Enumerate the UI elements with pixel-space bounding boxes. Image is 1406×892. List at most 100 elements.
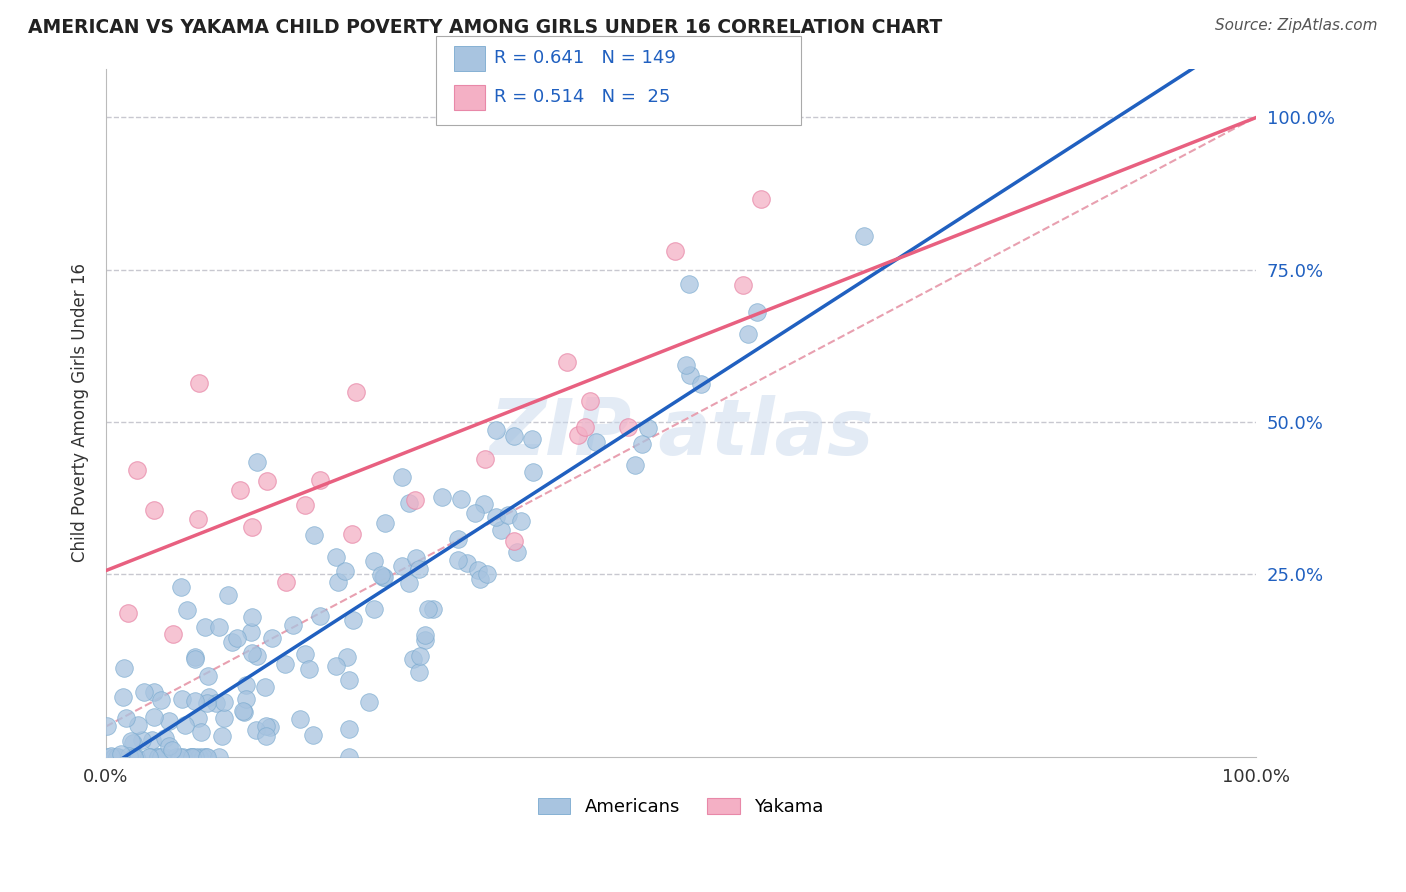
Point bbox=[146, 750, 169, 764]
Point bbox=[143, 710, 166, 724]
Point bbox=[187, 711, 209, 725]
Point bbox=[142, 684, 165, 698]
Point bbox=[184, 750, 207, 764]
Point bbox=[408, 562, 430, 576]
Point bbox=[170, 580, 193, 594]
Point bbox=[363, 602, 385, 616]
Point bbox=[852, 229, 875, 244]
Point bbox=[472, 497, 495, 511]
Point bbox=[180, 750, 202, 764]
Point bbox=[301, 728, 323, 742]
Point bbox=[173, 718, 195, 732]
Point bbox=[391, 469, 413, 483]
Text: AMERICAN VS YAKAMA CHILD POVERTY AMONG GIRLS UNDER 16 CORRELATION CHART: AMERICAN VS YAKAMA CHILD POVERTY AMONG G… bbox=[28, 18, 942, 37]
Point bbox=[477, 567, 499, 582]
Point bbox=[333, 564, 356, 578]
Point bbox=[294, 647, 316, 661]
Point bbox=[405, 551, 427, 566]
Point bbox=[413, 632, 436, 647]
Point bbox=[253, 680, 276, 694]
Point bbox=[678, 277, 700, 291]
Point bbox=[148, 750, 170, 764]
Point bbox=[232, 704, 254, 718]
Legend: Americans, Yakama: Americans, Yakama bbox=[530, 791, 831, 823]
Point bbox=[122, 735, 145, 749]
Point bbox=[664, 244, 686, 259]
Point bbox=[187, 512, 209, 526]
Point bbox=[363, 554, 385, 568]
Point bbox=[198, 690, 221, 704]
Point bbox=[110, 747, 132, 761]
Point bbox=[623, 458, 645, 472]
Point bbox=[118, 749, 141, 764]
Point bbox=[103, 750, 125, 764]
Point bbox=[125, 750, 148, 764]
Point bbox=[294, 498, 316, 512]
Point bbox=[416, 601, 439, 615]
Point bbox=[169, 750, 191, 764]
Text: R = 0.514   N =  25: R = 0.514 N = 25 bbox=[494, 88, 669, 106]
Point bbox=[274, 575, 297, 590]
Point bbox=[240, 646, 263, 660]
Text: R = 0.641   N = 149: R = 0.641 N = 149 bbox=[494, 49, 675, 67]
Point bbox=[204, 696, 226, 710]
Point bbox=[179, 750, 201, 764]
Point bbox=[218, 589, 240, 603]
Point bbox=[631, 437, 654, 451]
Point bbox=[122, 750, 145, 764]
Point bbox=[190, 725, 212, 739]
Point bbox=[254, 730, 277, 744]
Point bbox=[111, 690, 134, 704]
Point bbox=[398, 496, 420, 510]
Point bbox=[342, 613, 364, 627]
Point bbox=[308, 609, 330, 624]
Point bbox=[731, 277, 754, 292]
Point bbox=[371, 570, 394, 584]
Point bbox=[373, 570, 395, 584]
Point bbox=[432, 490, 454, 504]
Point bbox=[159, 739, 181, 753]
Point bbox=[240, 624, 263, 639]
Point bbox=[214, 711, 236, 725]
Point bbox=[170, 692, 193, 706]
Point bbox=[183, 652, 205, 666]
Point bbox=[520, 432, 543, 446]
Point bbox=[194, 750, 217, 764]
Text: ZIP atlas: ZIP atlas bbox=[489, 395, 873, 471]
Point bbox=[737, 326, 759, 341]
Point bbox=[96, 719, 118, 733]
Point bbox=[235, 678, 257, 692]
Point bbox=[464, 507, 486, 521]
Point bbox=[195, 750, 218, 764]
Point bbox=[184, 694, 207, 708]
Point bbox=[240, 609, 263, 624]
Point bbox=[398, 576, 420, 591]
Point bbox=[138, 750, 160, 764]
Point bbox=[574, 419, 596, 434]
Point bbox=[229, 483, 252, 498]
Point bbox=[256, 475, 278, 489]
Point bbox=[557, 355, 579, 369]
Point bbox=[496, 508, 519, 522]
Point bbox=[337, 750, 360, 764]
Point bbox=[503, 429, 526, 443]
Point bbox=[208, 750, 231, 764]
Text: Source: ZipAtlas.com: Source: ZipAtlas.com bbox=[1215, 18, 1378, 33]
Point bbox=[180, 750, 202, 764]
Point bbox=[391, 558, 413, 573]
Point bbox=[131, 732, 153, 747]
Point bbox=[337, 722, 360, 736]
Point bbox=[117, 606, 139, 620]
Point bbox=[485, 510, 508, 524]
Point bbox=[120, 734, 142, 748]
Point bbox=[191, 750, 214, 764]
Point bbox=[155, 731, 177, 746]
Point bbox=[290, 712, 312, 726]
Point bbox=[97, 750, 120, 764]
Point bbox=[226, 631, 249, 645]
Point bbox=[340, 526, 363, 541]
Point bbox=[134, 685, 156, 699]
Point bbox=[100, 748, 122, 763]
Point bbox=[115, 711, 138, 725]
Point bbox=[567, 427, 589, 442]
